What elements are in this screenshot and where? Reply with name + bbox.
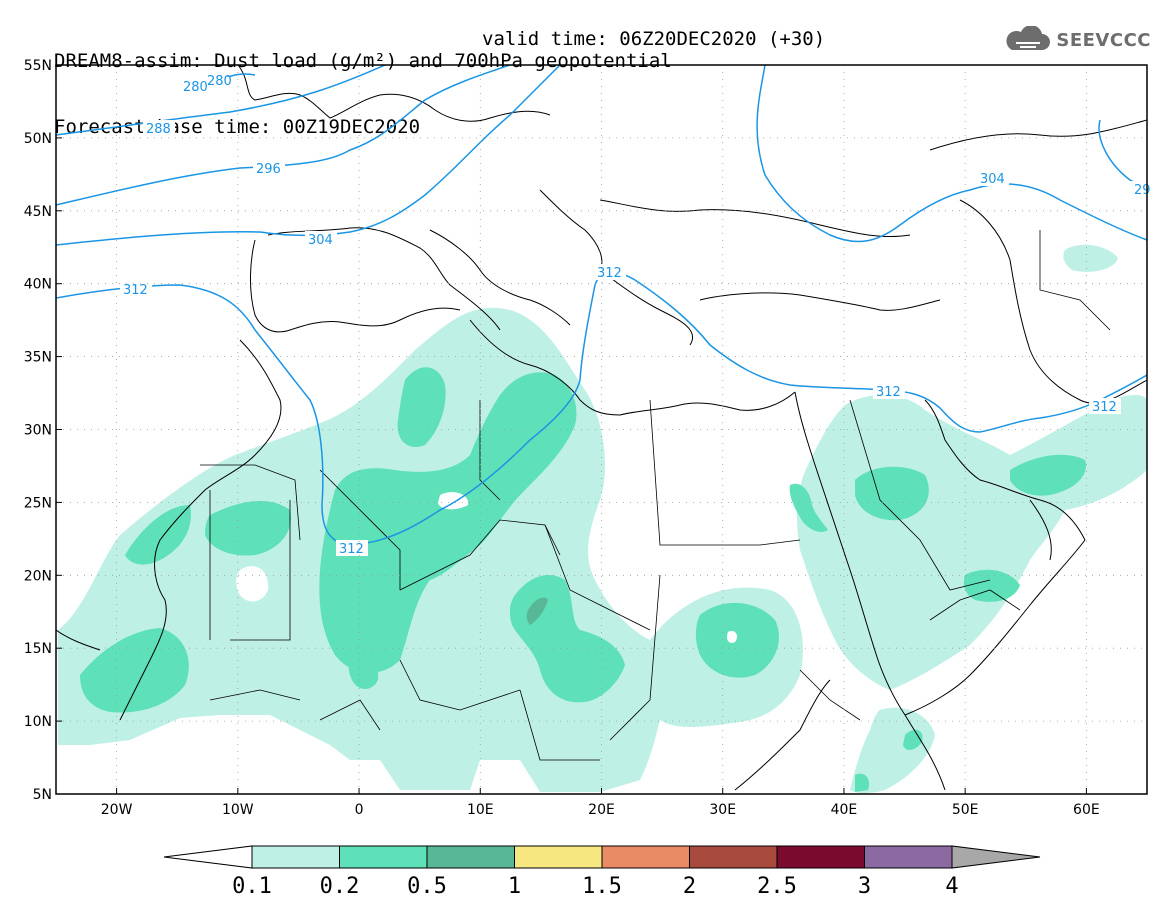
latitude-tick-label: 55N	[24, 58, 52, 74]
latitude-tick-label: 10N	[24, 714, 52, 730]
contour-label-312-sahara: 312	[339, 542, 364, 557]
contour-label-296: 296	[256, 162, 281, 177]
longitude-tick-label: 30E	[709, 802, 736, 818]
contour-label-312-atlantic: 312	[123, 283, 148, 298]
dust-load-fields	[58, 244, 1147, 793]
colorbar-segment	[426, 845, 515, 869]
colorbar-label: 2	[683, 874, 696, 899]
title-valid-time: valid time: 06Z20DEC2020 (+30)	[482, 28, 826, 50]
dust-band-dark	[526, 597, 548, 625]
colorbar-segment	[514, 845, 603, 869]
contour-label-304-east: 304	[980, 172, 1005, 187]
longitude-tick-label: 20W	[101, 802, 133, 818]
contour-label-312-greece: 312	[597, 266, 622, 281]
colorbar-label: 2.5	[757, 874, 797, 899]
colorbar-under-triangle	[163, 845, 253, 869]
longitude-tick-label: 20E	[588, 802, 615, 818]
latitude-tick-label: 50N	[24, 131, 52, 147]
colorbar-label: 4	[945, 874, 958, 899]
longitude-tick-label: 10W	[222, 802, 254, 818]
colorbar-label: 0.1	[232, 874, 272, 899]
latitude-tick-label: 25N	[24, 495, 52, 511]
colorbar-segment	[601, 845, 690, 869]
contour-label-312-iran: 312	[1092, 400, 1117, 415]
colorbar-label: 1	[508, 874, 521, 899]
dust-gap-areas	[236, 492, 738, 643]
contour-label-280b: 280	[207, 74, 232, 89]
longitude-tick-label: 60E	[1073, 802, 1100, 818]
latitude-tick-label: 40N	[24, 277, 52, 293]
seevccc-logo: SEEVCCC	[1002, 26, 1151, 54]
colorbar-label: 0.2	[320, 874, 360, 899]
longitude-axis: 20W 10W 0 10E 20E 30E 40E 50E 60E	[101, 788, 1100, 818]
colorbar-segment	[864, 845, 953, 869]
graticule-grid	[56, 64, 1147, 795]
country-borders	[200, 230, 1111, 761]
colorbar-segment	[689, 845, 778, 869]
longitude-tick-label: 50E	[952, 802, 979, 818]
latitude-tick-label: 15N	[24, 641, 52, 657]
colorbar-over-triangle	[951, 845, 1041, 869]
logo-text: SEEVCCC	[1056, 29, 1151, 51]
latitude-tick-label: 20N	[24, 568, 52, 584]
contour-label-boxes	[120, 77, 1147, 556]
contour-label-304-west: 304	[308, 233, 333, 248]
contour-label-edge: 29	[1134, 183, 1151, 198]
colorbar-segment	[339, 845, 428, 869]
contour-label-288: 288	[146, 122, 171, 137]
latitude-tick-label: 5N	[33, 787, 52, 803]
longitude-tick-label: 40E	[831, 802, 858, 818]
colorbar-segment	[776, 845, 865, 869]
geopotential-contours	[56, 65, 1147, 546]
colorbar-label: 0.5	[407, 874, 447, 899]
colorbar: 0.1 0.2 0.5 1 1.5 2 2.5 3 4	[163, 845, 1041, 899]
colorbar-segment	[251, 845, 340, 869]
colorbar-label: 1.5	[582, 874, 622, 899]
latitude-tick-label: 30N	[24, 423, 52, 439]
latitude-tick-label: 45N	[24, 204, 52, 220]
longitude-tick-label: 10E	[467, 802, 494, 818]
colorbar-label: 3	[858, 874, 871, 899]
dust-band-medium	[80, 367, 1086, 792]
contour-label-280a: 280	[183, 80, 208, 95]
longitude-tick-label: 0	[355, 802, 364, 818]
contour-label-312-iraq: 312	[876, 385, 901, 400]
latitude-tick-label: 35N	[24, 350, 52, 366]
coastlines-borders	[56, 65, 1147, 791]
cloud-icon	[1006, 26, 1051, 50]
latitude-axis: 55N 50N 45N 40N 35N 30N 25N 20N 15N 10N 5N	[24, 58, 62, 803]
